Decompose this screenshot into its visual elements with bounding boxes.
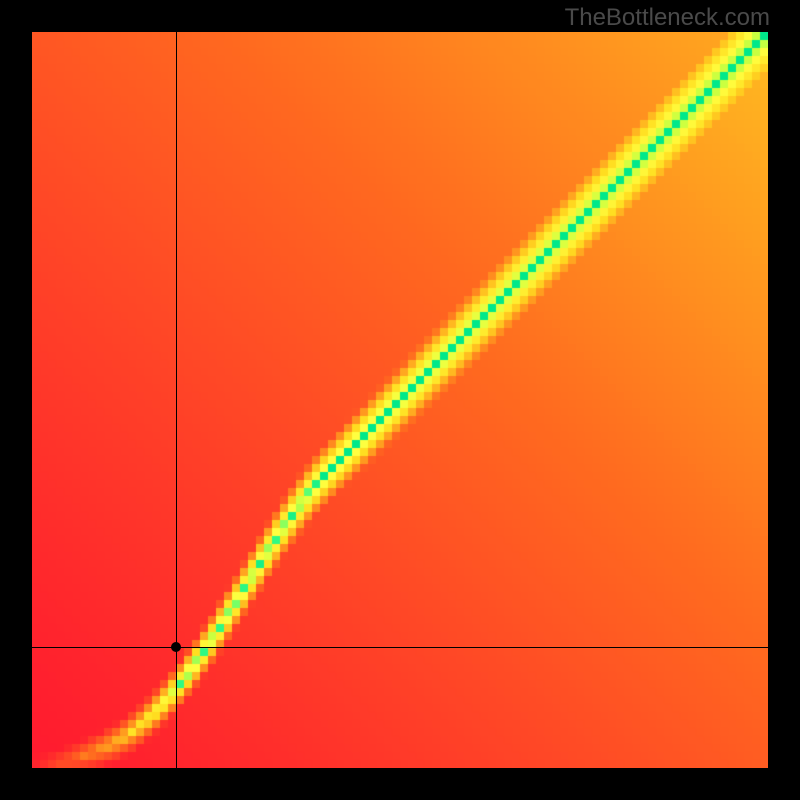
plot-area <box>32 32 768 768</box>
crosshair-horizontal <box>32 647 768 648</box>
heatmap-canvas <box>32 32 768 768</box>
watermark-text: TheBottleneck.com <box>565 4 770 32</box>
crosshair-vertical <box>176 32 177 768</box>
crosshair-dot <box>171 642 181 652</box>
